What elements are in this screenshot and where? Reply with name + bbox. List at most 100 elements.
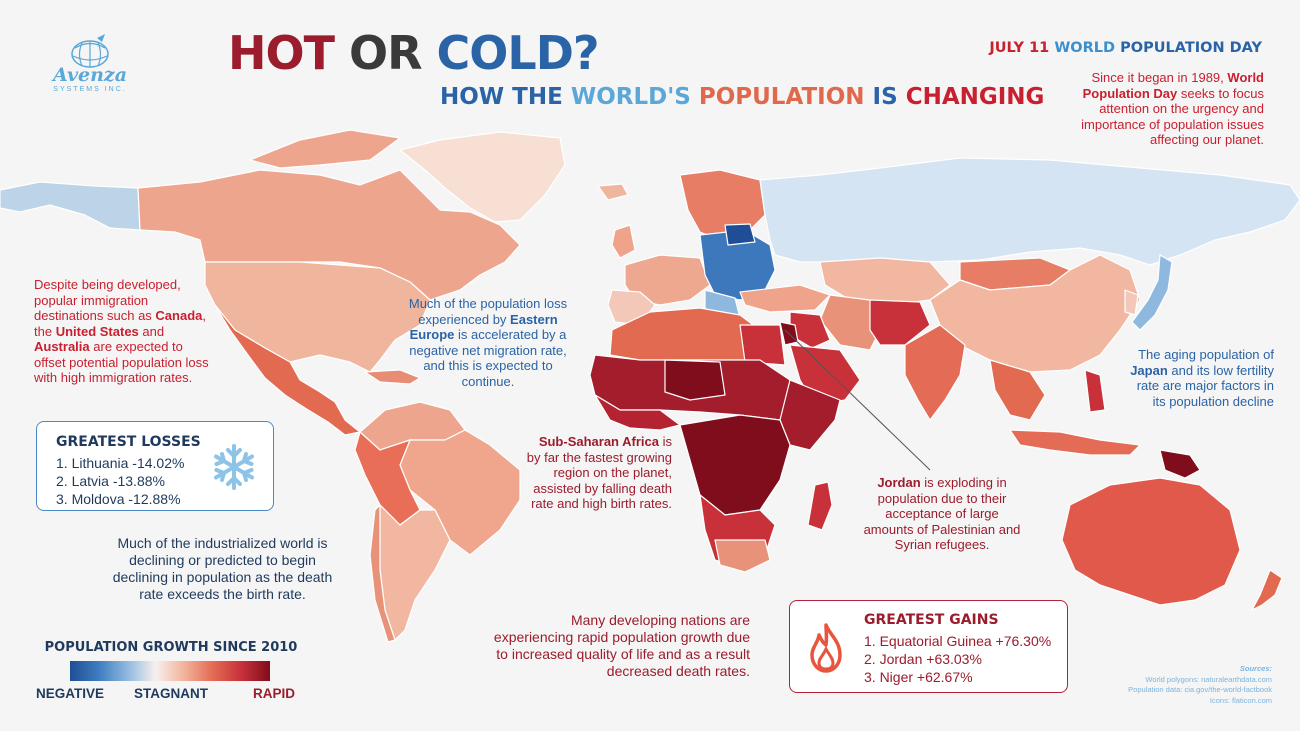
legend: POPULATION GROWTH SINCE 2010 NEGATIVE ST… <box>36 640 306 704</box>
gains-item: 1. Equatorial Guinea +76.30% <box>864 633 1052 649</box>
event-name-world: WORLD <box>1054 40 1116 56</box>
note-africa: Sub-Saharan Africa is by far the fastest… <box>522 434 672 512</box>
note-japan-text: The aging population of <box>1138 347 1274 362</box>
canada-islands <box>249 129 401 169</box>
gains-item: 3. Niger +62.67% <box>864 669 973 685</box>
country-madagascar <box>807 481 833 531</box>
gains-title: GREATEST GAINS <box>864 612 999 628</box>
sources-line: World polygons: naturalearthdata.com <box>1145 674 1272 684</box>
losses-title: GREATEST LOSSES <box>56 434 201 450</box>
page-title: HOT OR COLD? <box>228 26 600 80</box>
note-developing: Many developing nations are experiencing… <box>493 612 750 679</box>
losses-list: 1. Lithuania -14.02% 2. Latvia -13.88% 3… <box>56 454 201 508</box>
subtitle-worlds: WORLD'S <box>570 84 691 110</box>
country-australia <box>1061 477 1241 606</box>
country-south-africa <box>714 539 771 573</box>
country-western-europe <box>624 254 711 306</box>
title-word-or: OR <box>349 26 423 80</box>
sources-line: Icons: flaticon.com <box>1209 695 1272 705</box>
country-russia <box>759 157 1300 266</box>
title-word-cold: COLD? <box>436 26 600 80</box>
logo-name: Avenza <box>52 64 127 86</box>
legend-label-negative: NEGATIVE <box>36 686 105 701</box>
country-scandinavia <box>679 169 766 241</box>
intro-text-bold: World Population Day <box>1082 70 1264 101</box>
country-southeast-asia <box>989 359 1046 421</box>
logo-tagline: SYSTEMS INC. <box>53 86 127 93</box>
gains-item: 2. Jordan +63.03% <box>864 651 982 667</box>
country-korea <box>1124 289 1139 316</box>
country-japan <box>1131 254 1173 331</box>
note-immigration-australia: Australia <box>34 339 90 354</box>
subtitle-is: IS <box>872 84 898 110</box>
country-usa <box>204 261 431 373</box>
sources-title: Sources: <box>1239 664 1272 673</box>
legend-color-bar <box>70 661 270 681</box>
note-africa-text: is by far the fastest growing region on … <box>526 434 672 511</box>
country-west-africa <box>594 394 681 431</box>
logo: Avenza SYSTEMS INC. <box>40 34 140 93</box>
jordan-pointer-line <box>784 329 931 471</box>
country-egypt <box>739 324 786 366</box>
country-argentina <box>379 504 451 641</box>
intro-text-part1: Since it began in 1989, <box>1091 70 1224 85</box>
note-jordan: Jordan is exploding in population due to… <box>862 475 1022 553</box>
losses-item: 3. Moldova -12.88% <box>56 491 181 507</box>
note-immigration-text: , the <box>34 308 207 339</box>
note-jordan-text: is exploding in population due to their … <box>863 475 1021 552</box>
note-immigration-text: and <box>142 323 165 339</box>
note-ee-bold: Eastern Europe <box>409 311 558 343</box>
subtitle-how-the: HOW THE <box>440 84 563 110</box>
losses-item: 2. Latvia -13.88% <box>56 473 165 489</box>
country-new-zealand <box>1251 569 1283 611</box>
country-uk <box>611 224 636 259</box>
note-immigration: Despite being developed, popular immigra… <box>34 277 209 386</box>
country-turkey <box>739 284 831 313</box>
sources: Sources: World polygons: naturalearthdat… <box>1128 664 1272 706</box>
note-eastern-europe: Much of the population loss experienced … <box>398 296 578 389</box>
event-header: JULY 11 WORLD POPULATION DAY <box>989 40 1262 56</box>
note-immigration-text: are expected to offset potential populat… <box>34 339 209 385</box>
losses-item: 1. Lithuania -14.02% <box>56 455 185 471</box>
note-africa-bold: Sub-Saharan Africa <box>538 434 659 449</box>
legend-label-stagnant: STAGNANT <box>134 686 208 701</box>
intro-text-part2: seeks to focus attention on the urgency … <box>1081 85 1264 148</box>
legend-label-rapid: RAPID <box>253 686 296 701</box>
event-month: JULY <box>989 40 1024 56</box>
event-name-population-day: POPULATION DAY <box>1120 40 1262 56</box>
greatest-losses-box: GREATEST LOSSES 1. Lithuania -14.02% 2. … <box>36 421 274 511</box>
country-philippines <box>1084 369 1106 413</box>
page-subtitle: HOW THE WORLD'S POPULATION IS CHANGING <box>440 84 1044 110</box>
note-immigration-canada: Canada <box>155 308 203 323</box>
country-alaska <box>0 181 141 231</box>
note-japan: The aging population of Japan and its lo… <box>1124 347 1274 409</box>
note-japan-bold: Japan <box>1130 362 1168 378</box>
note-immigration-text: Despite being developed, popular immigra… <box>34 277 181 323</box>
note-japan-text: and its low fertility rate are major fac… <box>1136 362 1274 409</box>
country-lithuania-latvia <box>724 223 756 246</box>
caribbean <box>364 369 421 385</box>
note-ee-text: is accelerated by a negative net migrati… <box>409 327 567 389</box>
country-papua-new-guinea <box>1159 449 1201 479</box>
country-central-africa <box>679 414 791 516</box>
country-india <box>904 324 966 421</box>
greatest-gains-box: GREATEST GAINS 1. Equatorial Guinea +76.… <box>789 600 1068 693</box>
note-immigration-usa: United States <box>55 323 139 339</box>
flame-icon <box>810 623 842 673</box>
country-chile <box>369 504 396 643</box>
gains-list: 1. Equatorial Guinea +76.30% 2. Jordan +… <box>864 632 1051 686</box>
note-ee-text: Much of the population loss experienced … <box>408 296 568 327</box>
country-iceland <box>597 183 629 201</box>
country-niger <box>664 359 726 401</box>
subtitle-population: POPULATION <box>698 84 865 110</box>
event-day: 11 <box>1029 40 1050 56</box>
globe-logo-icon <box>71 34 109 68</box>
note-industrialized: Much of the industrialized world is decl… <box>112 535 333 602</box>
sources-line: Population data: cia.gov/the-world-factb… <box>1128 685 1272 694</box>
country-indonesia <box>1009 429 1141 456</box>
subtitle-changing: CHANGING <box>905 84 1045 110</box>
snowflake-icon <box>214 444 254 490</box>
title-word-hot: HOT <box>228 26 335 80</box>
country-greenland <box>399 131 566 223</box>
